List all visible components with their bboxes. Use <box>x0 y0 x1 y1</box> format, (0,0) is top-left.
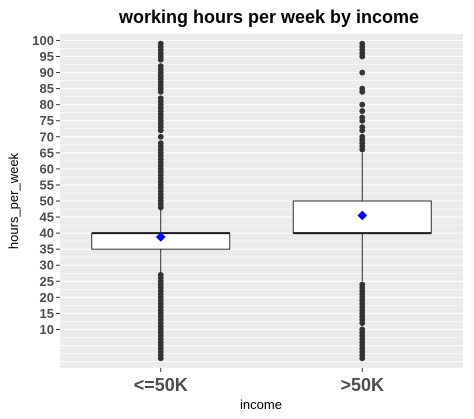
y-tick-label: 100 <box>32 33 54 48</box>
outlier-point <box>359 114 366 121</box>
outlier-point <box>359 326 366 333</box>
x-tick-label: >50K <box>340 375 384 395</box>
y-tick-label: 35 <box>40 242 54 257</box>
x-axis-label: income <box>240 397 282 412</box>
y-tick-label: 70 <box>40 129 54 144</box>
y-tick-label: 75 <box>40 113 54 128</box>
box-1 <box>91 40 231 362</box>
y-tick-label: 40 <box>40 226 54 241</box>
mean-marker <box>357 210 368 221</box>
mean-marker <box>155 232 166 242</box>
y-tick-label: 55 <box>40 177 54 192</box>
outlier-point <box>359 281 366 288</box>
outlier-point <box>157 63 164 70</box>
boxes <box>91 40 432 362</box>
outlier-point <box>359 69 366 76</box>
outlier-point <box>359 85 366 92</box>
y-tick-label: 90 <box>40 65 54 80</box>
y-tick-label: 85 <box>40 81 54 96</box>
x-axis-ticks: <=50K >50K <box>134 368 384 395</box>
outlier-point <box>157 140 164 147</box>
y-tick-label: 20 <box>40 290 54 305</box>
box-2 <box>292 40 432 362</box>
y-tick-label: 60 <box>40 161 54 176</box>
outlier-point <box>157 133 164 140</box>
y-tick-label: 15 <box>40 306 54 321</box>
y-tick-label: 65 <box>40 145 54 160</box>
outlier-point <box>157 40 164 47</box>
y-tick-label: 50 <box>40 194 54 209</box>
y-tick-label: 95 <box>40 49 54 64</box>
y-tick-label: 30 <box>40 258 54 273</box>
y-tick-label: 10 <box>40 322 54 337</box>
outlier-point <box>359 40 366 47</box>
chart-title: working hours per week by income <box>118 7 419 27</box>
outlier-point <box>359 133 366 140</box>
y-axis-label: hours_per_week <box>6 152 21 249</box>
y-tick-label: 80 <box>40 97 54 112</box>
outlier-point <box>359 108 366 114</box>
x-tick-label: <=50K <box>134 375 188 395</box>
y-tick-label: 45 <box>40 210 54 225</box>
y-tick-label: 25 <box>40 274 54 289</box>
outlier-point <box>359 101 366 108</box>
outlier-point <box>157 271 164 278</box>
outlier-point <box>359 124 366 131</box>
outlier-point <box>157 95 164 102</box>
